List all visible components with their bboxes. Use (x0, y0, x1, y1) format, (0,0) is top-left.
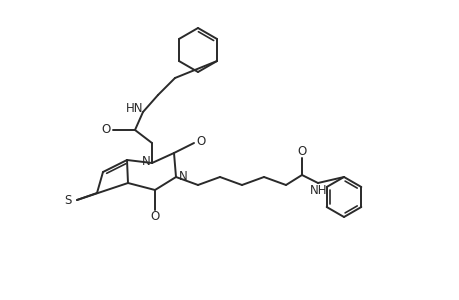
Text: O: O (297, 145, 306, 158)
Text: N: N (141, 154, 150, 167)
Text: O: O (101, 122, 110, 136)
Text: O: O (150, 211, 159, 224)
Text: N: N (178, 170, 187, 184)
Text: HN: HN (126, 101, 143, 115)
Text: NH: NH (309, 184, 327, 197)
Text: S: S (64, 194, 72, 206)
Text: O: O (196, 134, 205, 148)
